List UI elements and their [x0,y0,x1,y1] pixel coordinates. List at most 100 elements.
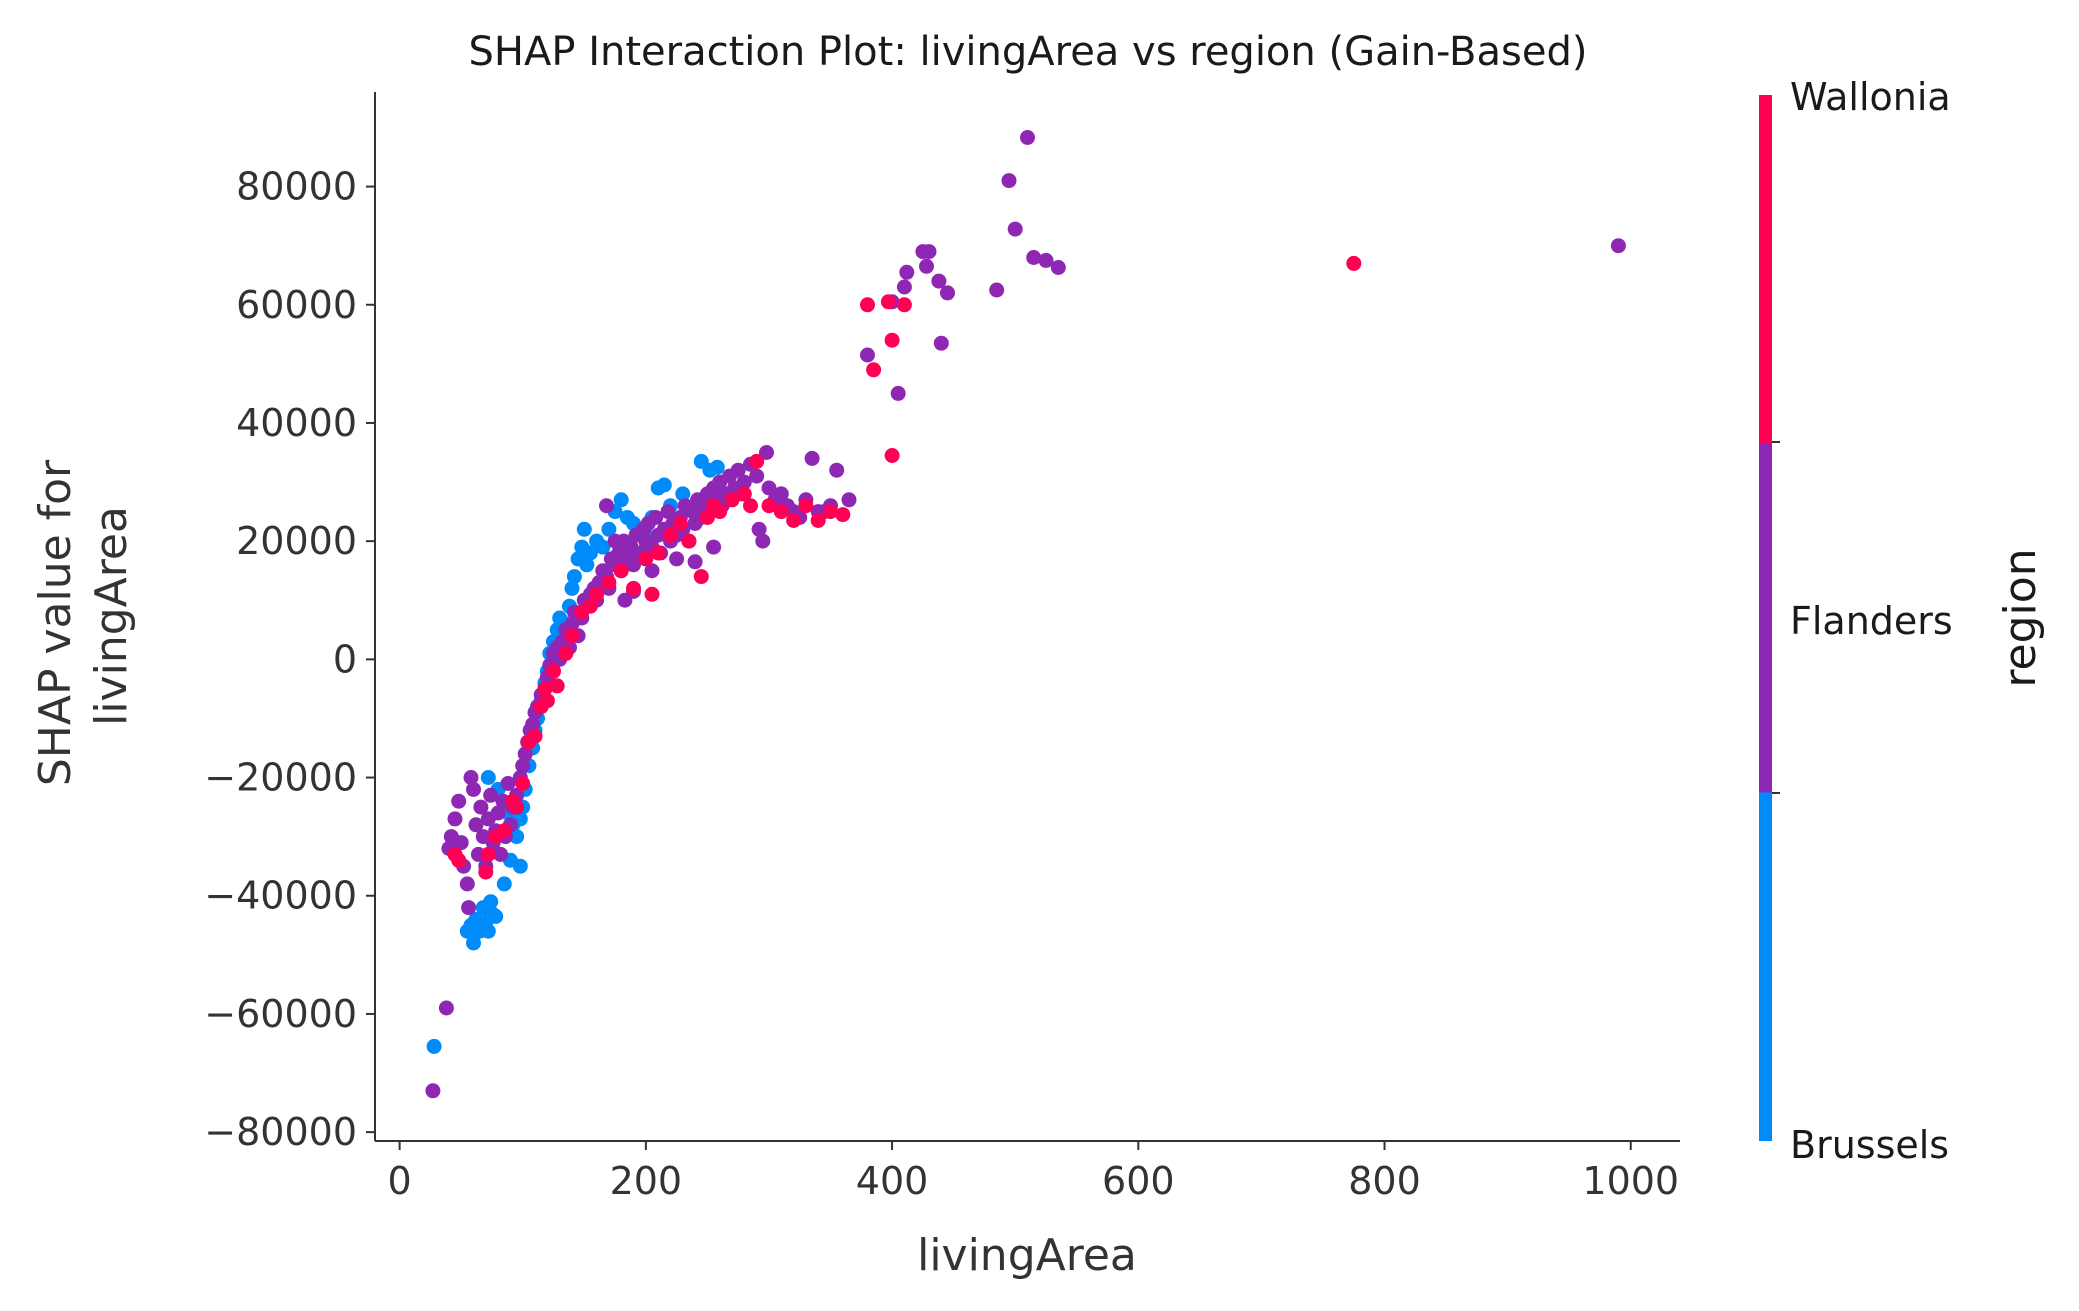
data-point-brussels [576,521,592,537]
data-point-brussels [426,1038,442,1054]
data-point-flanders [438,1000,454,1016]
data-point-wallonia [549,678,565,694]
data-point-wallonia [880,294,896,310]
data-point-flanders [517,746,533,762]
data-point-brussels [709,459,725,475]
data-point-flanders [751,521,767,537]
data-point-flanders [459,876,475,892]
data-point-wallonia [626,580,641,596]
data-point-wallonia [761,498,777,514]
data-point-flanders [1007,221,1023,237]
data-point-flanders [804,450,820,466]
data-point-wallonia [527,728,543,744]
data-point-brussels [509,829,525,845]
data-point-flanders [473,799,489,815]
data-point-flanders [1020,130,1035,145]
data-point-wallonia [699,510,715,525]
y-tick-label: 20000 [236,519,357,563]
x-tick-label: 200 [610,1159,683,1203]
data-point-brussels [480,770,496,785]
data-point-brussels [483,894,499,910]
x-tick-label: 1000 [1582,1159,1679,1203]
colorbar-label-brussels: Brussels [1790,1123,1949,1167]
data-point-brussels [480,923,496,939]
data-point-flanders [749,468,765,484]
data-point-flanders [1001,173,1017,189]
data-point-wallonia [515,776,531,791]
data-point-wallonia [613,563,629,579]
data-point-wallonia [736,486,752,502]
data-point-wallonia [582,598,598,614]
colorbar: Wallonia Flanders Brussels region [1759,75,2046,1167]
data-point-wallonia [496,823,512,839]
data-point-wallonia [712,504,728,520]
data-point-wallonia [835,507,851,523]
data-point-wallonia [480,846,496,862]
data-point-wallonia [773,504,789,520]
colorbar-label-flanders: Flanders [1790,599,1953,643]
data-point-wallonia [749,453,765,469]
y-tick-label: 0 [333,637,357,681]
colorbar-bar [1759,95,1772,1141]
data-point-flanders [1050,260,1066,275]
data-point-flanders [921,244,937,260]
x-tick-label: 600 [1102,1159,1175,1203]
data-point-brussels [496,876,512,892]
y-axis-label-line-1: SHAP value for [30,459,81,786]
data-point-wallonia [537,681,553,697]
data-point-flanders [1026,250,1042,265]
data-point-wallonia [638,551,654,567]
data-point-flanders [736,474,752,490]
data-point-wallonia [798,498,814,514]
data-point-wallonia [681,533,697,549]
data-point-flanders [648,510,664,525]
data-point-brussels [579,557,595,573]
data-point-flanders [669,551,685,567]
data-point-wallonia [451,852,467,868]
data-point-flanders [933,335,949,351]
colorbar-label-wallonia: Wallonia [1790,75,1951,119]
y-tick-label: 60000 [236,283,357,327]
data-point-flanders [759,445,774,460]
data-point-brussels [601,521,617,537]
data-point-flanders [989,282,1005,298]
data-point-flanders [425,1083,441,1099]
data-point-brussels [512,858,528,874]
data-point-brussels [656,477,672,493]
data-point-flanders [829,462,845,478]
data-point-wallonia [509,799,525,815]
y-axis-ticks: 80000 60000 40000 20000 0 −20000 −40000 −60000 −… [204,165,375,1154]
data-point-wallonia [478,864,494,880]
data-point-flanders [447,811,463,827]
data-point-flanders [515,758,531,774]
x-axis-ticks: 0 200 400 600 800 1000 [388,1141,1679,1203]
data-point-flanders [1038,252,1054,268]
data-point-flanders [463,770,479,785]
data-point-flanders [896,279,912,295]
data-point-flanders [940,285,955,301]
data-point-brussels [488,908,504,924]
axes [374,92,1680,1142]
data-point-flanders [453,835,469,851]
data-point-brussels [675,486,691,502]
data-point-flanders [660,504,676,520]
data-point-wallonia [866,362,882,378]
y-tick-label: 80000 [236,165,357,209]
data-point-flanders [706,539,722,555]
data-point-flanders [599,498,614,514]
data-point-flanders [500,776,516,791]
data-point-wallonia [810,513,826,528]
data-point-wallonia [546,663,561,679]
data-point-wallonia [896,297,912,313]
data-point-brussels [564,580,580,596]
data-point-flanders [644,563,660,579]
data-point-wallonia [1346,255,1362,271]
data-point-wallonia [672,515,688,531]
data-point-wallonia [724,492,740,508]
data-point-wallonia [860,297,875,313]
data-point-flanders [626,557,641,573]
data-point-wallonia [558,645,574,661]
data-point-flanders [919,258,934,274]
data-point-flanders [493,846,509,862]
data-point-flanders [461,900,477,916]
